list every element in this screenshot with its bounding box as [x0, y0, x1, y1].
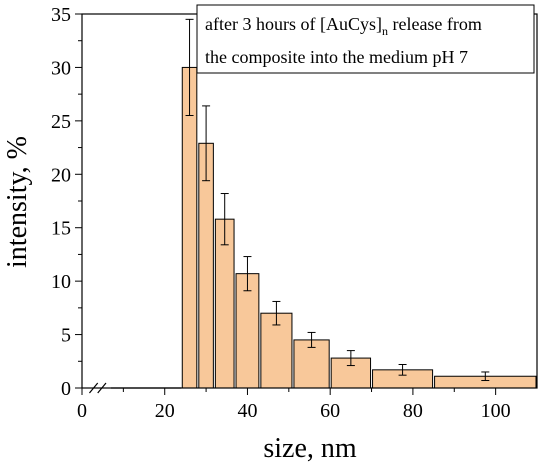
annotation-line-1-subscript: n	[382, 24, 388, 38]
y-tick-label: 30	[51, 57, 71, 79]
y-tick-label: 25	[51, 111, 71, 133]
annotation-line-2: the composite into the medium pH 7	[205, 47, 468, 67]
y-tick-label: 15	[51, 218, 71, 240]
y-tick-label: 20	[51, 164, 71, 186]
error-bar-6	[307, 331, 316, 348]
x-tick-label: 40	[237, 400, 257, 422]
x-tick-label: 80	[403, 400, 423, 422]
error-bar-2	[202, 105, 211, 182]
error-bar-3	[220, 193, 229, 246]
y-tick-label: 35	[51, 4, 71, 26]
x-tick-label: 0	[77, 400, 87, 422]
x-axis-break-marks	[88, 382, 182, 394]
error-bar-4	[243, 256, 252, 292]
annotation-box	[196, 4, 535, 74]
error-bars-layer	[185, 18, 490, 382]
error-bar-8	[398, 363, 407, 376]
bars-layer	[181, 66, 537, 389]
annotation-line-1-suffix: release from	[388, 14, 482, 34]
x-axis-title: size, nm	[263, 433, 357, 464]
annotation-line-1-prefix: after 3 hours of [AuCys]	[205, 14, 382, 34]
y-axis-title: intensity, %	[2, 136, 33, 268]
y-tick-label: 5	[61, 325, 71, 347]
error-bar-5	[272, 300, 281, 326]
x-tick-label: 20	[155, 400, 175, 422]
bar-5	[260, 312, 293, 389]
x-tick-label: 100	[481, 400, 511, 422]
y-tick-label: 0	[61, 378, 71, 400]
x-tick-label: 60	[320, 400, 340, 422]
ticks-layer: 0 20 40 60 80 100 0 5 10 15 20 25 30 35	[51, 4, 511, 422]
error-bar-1	[185, 18, 194, 117]
error-bar-7	[346, 350, 355, 367]
error-bar-9	[481, 371, 490, 382]
annotation-line-1: after 3 hours of [AuCys]n release from	[205, 14, 482, 38]
y-tick-label: 10	[51, 271, 71, 293]
